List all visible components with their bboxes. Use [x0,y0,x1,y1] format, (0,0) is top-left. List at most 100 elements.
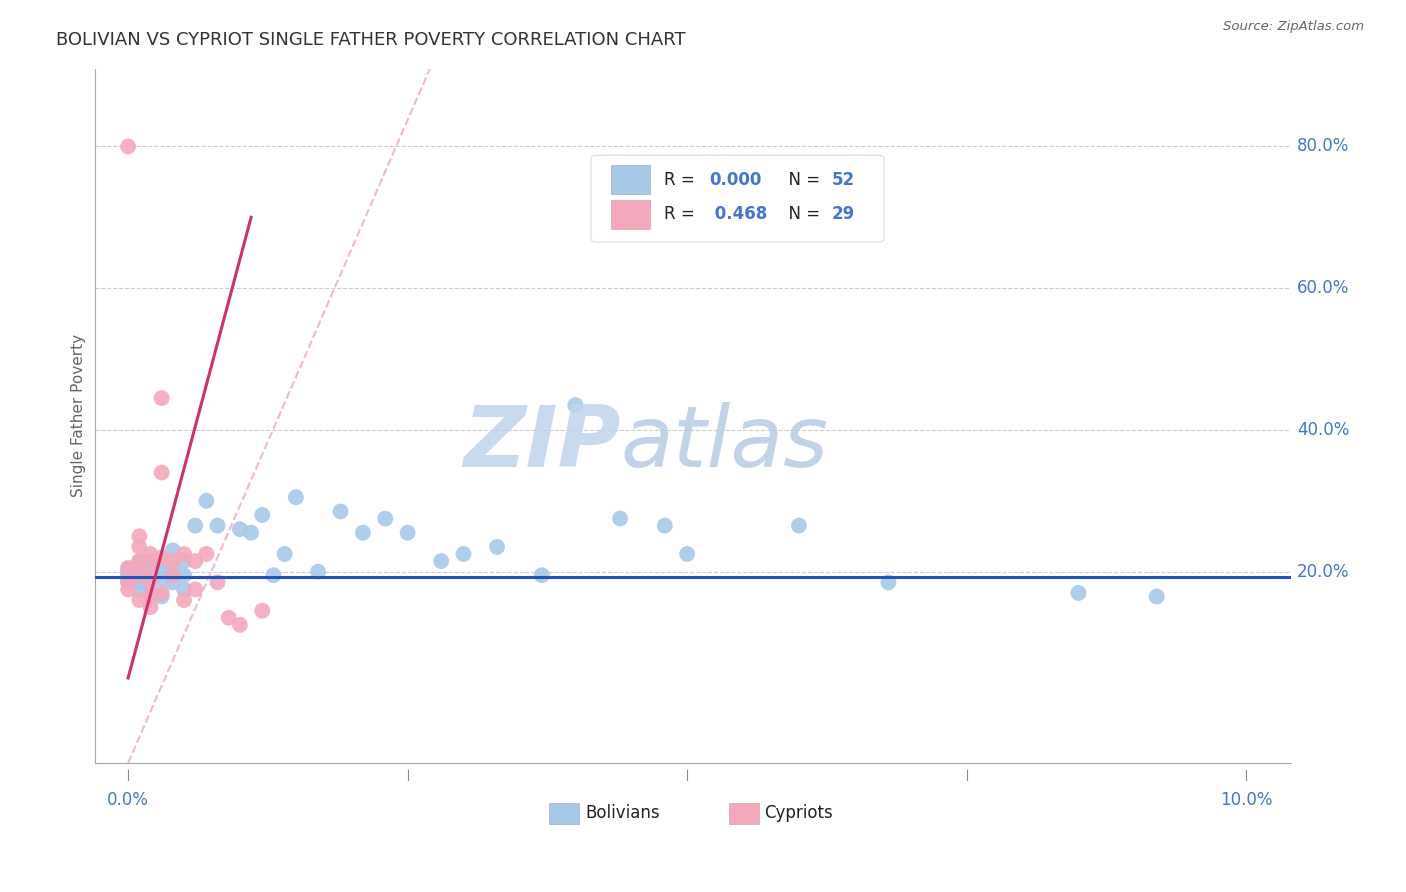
Point [218,611,240,625]
Point [162,543,184,558]
Point [352,525,374,540]
Point [173,547,195,561]
Point [139,565,162,579]
Point [307,565,329,579]
Point [173,593,195,607]
Point [564,398,586,412]
Point [128,582,150,597]
Point [117,572,139,586]
Text: R =: R = [664,205,700,223]
Point [117,568,139,582]
Point [150,466,173,480]
Point [150,572,173,586]
Point [262,568,284,582]
Point [877,575,900,590]
FancyBboxPatch shape [612,165,650,194]
Point [173,554,195,568]
Point [150,565,173,579]
Point [184,554,207,568]
Point [150,391,173,405]
Point [128,575,150,590]
Point [128,593,150,607]
Point [117,575,139,590]
Point [139,575,162,590]
Point [139,554,162,568]
Point [184,582,207,597]
Point [374,511,396,525]
Text: 0.0%: 0.0% [107,791,149,809]
Point [139,572,162,586]
Text: 80.0%: 80.0% [1296,137,1350,155]
Point [139,547,162,561]
Point [329,504,352,518]
Point [162,568,184,582]
Point [787,518,810,533]
Point [229,617,252,632]
Text: 40.0%: 40.0% [1296,421,1350,439]
Point [252,508,274,522]
Point [139,600,162,615]
Point [139,586,162,600]
Point [195,493,218,508]
FancyBboxPatch shape [591,155,884,242]
Point [128,554,150,568]
Point [128,565,150,579]
Point [139,561,162,575]
Point [453,547,475,561]
Point [117,139,139,153]
Point [396,525,419,540]
FancyBboxPatch shape [550,804,579,824]
Text: 0.000: 0.000 [710,170,762,188]
Text: 10.0%: 10.0% [1220,791,1272,809]
Text: 0.468: 0.468 [710,205,768,223]
Point [150,590,173,604]
Point [1146,590,1168,604]
Point [128,568,150,582]
Text: N =: N = [778,170,825,188]
Point [654,518,676,533]
Point [173,582,195,597]
Point [117,575,139,590]
Point [173,568,195,582]
Text: 60.0%: 60.0% [1296,279,1350,297]
Text: R =: R = [664,170,700,188]
Point [150,586,173,600]
Text: 20.0%: 20.0% [1296,563,1350,581]
Point [128,568,150,582]
Point [150,554,173,568]
Point [128,540,150,554]
Point [229,522,252,536]
Point [139,568,162,582]
Text: atlas: atlas [621,402,830,485]
Point [284,490,307,504]
Point [162,561,184,575]
Point [1067,586,1090,600]
Point [252,604,274,618]
FancyBboxPatch shape [612,200,650,229]
Point [240,525,263,540]
Point [117,561,139,575]
Text: BOLIVIAN VS CYPRIOT SINGLE FATHER POVERTY CORRELATION CHART: BOLIVIAN VS CYPRIOT SINGLE FATHER POVERT… [56,31,686,49]
Point [195,547,218,561]
Point [609,511,631,525]
Point [139,558,162,572]
Point [139,590,162,604]
Point [128,554,150,568]
Point [150,550,173,565]
Point [430,554,453,568]
Text: Cypriots: Cypriots [765,804,834,822]
Point [207,518,229,533]
Text: Bolivians: Bolivians [585,804,659,822]
FancyBboxPatch shape [728,804,758,824]
Point [184,518,207,533]
Point [486,540,509,554]
Text: Source: ZipAtlas.com: Source: ZipAtlas.com [1223,20,1364,33]
Point [162,575,184,590]
Point [117,565,139,579]
Text: 52: 52 [831,170,855,188]
Point [530,568,553,582]
Point [117,561,139,575]
Point [162,554,184,568]
Point [207,575,229,590]
Text: 29: 29 [831,205,855,223]
